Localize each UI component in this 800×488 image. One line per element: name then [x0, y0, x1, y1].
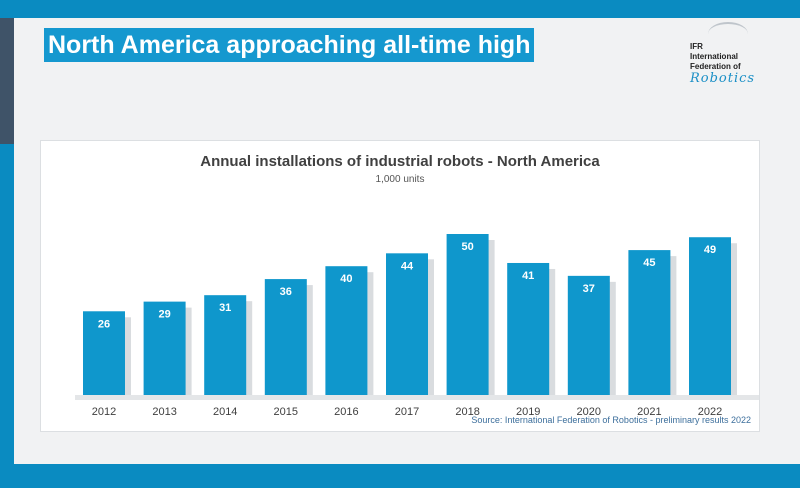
chart-panel: Annual installations of industrial robot… [40, 140, 760, 432]
bar-2015 [264, 279, 307, 395]
data-label-2018: 50 [461, 241, 473, 253]
data-label-2020: 37 [583, 283, 595, 295]
bar-2017 [386, 253, 428, 395]
x-tick-2019: 2019 [516, 406, 540, 418]
slide-title-highlight: North America approaching all-time high [44, 28, 535, 62]
logo-line-2: International [690, 52, 739, 61]
logo-line-3: Federation of [690, 62, 741, 71]
x-tick-2020: 2020 [577, 406, 601, 418]
bar-2020 [567, 275, 610, 395]
bar-2019 [507, 262, 550, 395]
data-label-2017: 44 [401, 260, 414, 272]
ifr-logo: IFR International Federation of Robotics [690, 22, 772, 100]
data-label-2012: 26 [98, 318, 110, 330]
x-tick-2014: 2014 [213, 406, 237, 418]
chart-source: Source: International Federation of Robo… [471, 415, 751, 425]
data-label-2019: 41 [522, 270, 534, 282]
x-tick-2018: 2018 [455, 406, 479, 418]
data-label-2022: 49 [704, 244, 716, 256]
chart-title: Annual installations of industrial robot… [200, 153, 600, 170]
data-label-2021: 45 [643, 257, 655, 269]
bar-2012 [83, 311, 125, 395]
x-tick-2015: 2015 [274, 406, 298, 418]
logo-swoosh-icon [708, 22, 748, 46]
data-label-2015: 36 [280, 286, 292, 298]
data-label-2014: 31 [219, 302, 231, 314]
data-label-2016: 40 [340, 273, 352, 285]
slide-title: North America approaching all-time high [48, 30, 531, 59]
bar-chart: 26 2012 29 2013 31 2014 36 2015 40 2016 44 2017 50 20… [75, 234, 759, 418]
bar-2016 [325, 266, 368, 395]
logo-line-1: IFR [690, 42, 703, 51]
chart-subtitle: 1,000 units [375, 174, 425, 185]
bar-2018 [446, 234, 489, 395]
x-tick-2013: 2013 [152, 406, 176, 418]
x-tick-2017: 2017 [395, 406, 419, 418]
bar-2022 [689, 237, 731, 395]
x-tick-2021: 2021 [637, 406, 661, 418]
data-label-2013: 29 [158, 309, 170, 321]
bar-2021 [628, 250, 671, 395]
chart-baseline [75, 395, 759, 400]
logo-script: Robotics [690, 71, 756, 86]
x-tick-2022: 2022 [698, 406, 722, 418]
bottom-band [0, 464, 800, 488]
bar-2013 [143, 301, 186, 395]
bar-2014 [204, 295, 247, 395]
x-tick-2016: 2016 [334, 406, 358, 418]
x-tick-2012: 2012 [92, 406, 116, 418]
side-accent-strip [0, 18, 14, 144]
